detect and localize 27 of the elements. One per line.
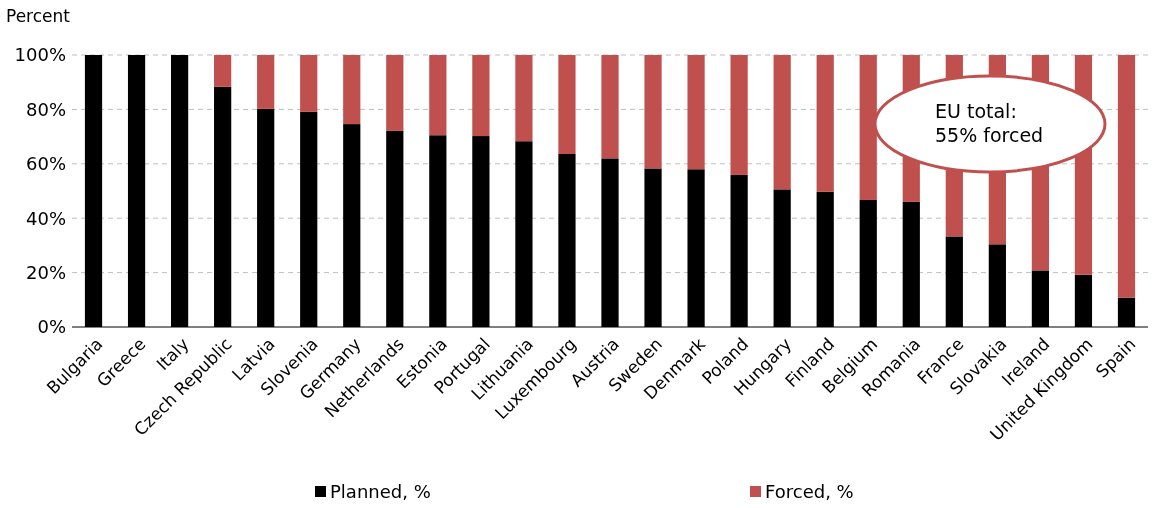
bar	[816, 55, 834, 192]
legend-label: Planned, %	[330, 481, 431, 503]
bar	[515, 55, 533, 142]
bar	[859, 55, 877, 200]
bar	[429, 55, 447, 136]
bar	[687, 55, 705, 170]
y-tick-label: 80%	[25, 98, 66, 120]
bar	[300, 55, 318, 112]
bar	[257, 55, 275, 109]
y-tick-label: 60%	[25, 153, 66, 175]
y-tick-label: 40%	[25, 207, 66, 229]
y-tick-label: 100%	[14, 44, 66, 66]
y-axis-title: Percent	[6, 6, 71, 26]
bar	[472, 55, 490, 137]
y-tick-label: 0%	[37, 316, 66, 338]
bar	[1117, 55, 1136, 298]
bar	[214, 55, 232, 87]
bar	[386, 55, 404, 131]
bar	[773, 55, 791, 190]
bar	[601, 55, 619, 159]
y-tick-label: 20%	[25, 261, 66, 283]
annotation: EU total: 55% forced	[935, 100, 1044, 146]
bar	[558, 55, 576, 155]
bar	[343, 55, 361, 125]
bar	[730, 55, 748, 175]
bar	[644, 55, 662, 169]
legend-label: Forced, %	[765, 481, 854, 503]
